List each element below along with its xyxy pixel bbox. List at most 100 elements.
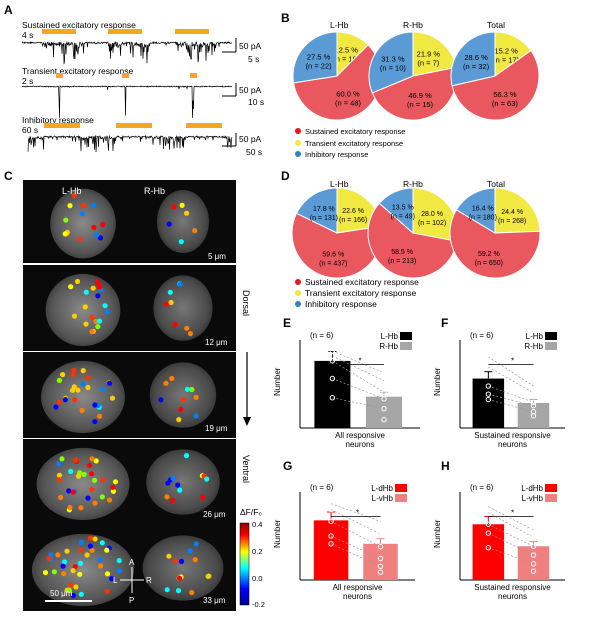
neuron-roi: [84, 552, 90, 558]
colorbar-tick-2: 0.2: [252, 547, 262, 556]
panel-label-d: D: [281, 169, 290, 183]
scalebar-label: 50 μm: [50, 589, 73, 598]
neuron-roi: [55, 552, 61, 558]
neuron-roi: [70, 568, 76, 574]
stim-bar-2: [122, 73, 129, 78]
trace1-stim-label: 4 s: [22, 30, 33, 40]
neuron-roi: [189, 589, 195, 596]
neuron-roi: [107, 380, 113, 386]
neuron-roi: [168, 299, 174, 306]
paired-line: [488, 532, 534, 556]
neuron-roi: [85, 375, 91, 381]
neuron-roi: [193, 541, 199, 547]
n-label: (n = 6): [470, 331, 494, 340]
neuron-roi: [166, 221, 172, 227]
neuron-roi: [184, 325, 190, 331]
neuron-roi: [68, 582, 74, 588]
paired-line: [332, 350, 385, 374]
neuron-roi: [176, 575, 183, 581]
data-point: [328, 518, 334, 525]
significance-star: *: [511, 509, 514, 518]
data-point: [377, 544, 384, 550]
pie-slice-count: (n = 166): [339, 217, 367, 224]
pie-slice-percent: 17.8 %: [313, 206, 335, 213]
data-point: [377, 563, 384, 570]
neuron-roi: [91, 224, 97, 231]
y-axis-label: Number: [273, 519, 282, 548]
label-rhb: R-Hb: [144, 186, 165, 196]
bar-l-hb: [314, 360, 351, 428]
legend-label: R-Hb: [379, 342, 398, 351]
depth-label-2: 12 μm: [205, 338, 228, 347]
neuron-roi: [77, 236, 83, 242]
neuron-roi: [170, 475, 176, 481]
depth-label-4: 26 μm: [203, 510, 226, 519]
neuron-roi: [61, 559, 68, 565]
data-point: [485, 503, 492, 510]
panel-label-a: A: [4, 3, 13, 17]
pie-d-legend: Sustained excitatory response Transient …: [295, 277, 419, 309]
legend-swatch: [545, 484, 557, 492]
neuron-roi: [177, 281, 183, 287]
label-lhb: L-Hb: [62, 186, 82, 196]
data-point: [530, 534, 537, 541]
neuron-roi: [75, 387, 81, 393]
neuron-roi: [89, 329, 95, 335]
neuron-roi: [170, 497, 176, 504]
neuron-roi: [99, 494, 105, 500]
neuron-roi: [67, 504, 73, 511]
right-habenula-tissue: [146, 449, 220, 515]
right-habenula-tissue: [149, 362, 217, 428]
neuron-roi: [193, 413, 199, 419]
neuron-roi: [56, 377, 63, 383]
neuron-roi: [192, 557, 198, 563]
neuron-roi: [42, 570, 49, 576]
neuron-roi: [193, 394, 199, 400]
neuron-roi: [81, 471, 87, 477]
neuron-roi: [93, 458, 99, 464]
trace1-title: Sustained excitatory response: [22, 20, 136, 30]
pie-slice-percent: 15.2 %: [494, 47, 518, 56]
x-axis-label-line1: Sustained responsive: [474, 583, 551, 592]
neuron-roi: [175, 588, 182, 594]
trace2-scale-y: 50 pA: [239, 85, 262, 95]
trace2-stim-bars: [56, 73, 197, 78]
pie-slice-inhibitory: [292, 31, 338, 84]
neuron-roi: [85, 495, 91, 501]
trace3-title: Inhibitory response: [22, 115, 94, 125]
neuron-roi: [175, 482, 181, 488]
neuron-roi: [81, 203, 87, 209]
neuron-roi: [184, 210, 190, 216]
neuron-roi: [61, 571, 67, 577]
neuron-roi: [70, 489, 76, 495]
data-point: [530, 383, 537, 389]
colorbar-tick-4: -0.2: [252, 600, 265, 609]
pie-b-legend: Sustained excitatory response Transient …: [295, 127, 405, 159]
paired-line: [330, 535, 381, 559]
neuron-roi: [89, 486, 95, 492]
pie-slice-count: (n = 22): [306, 61, 333, 70]
arrow-head: [243, 417, 251, 426]
neuron-roi: [172, 558, 178, 564]
data-point: [530, 552, 537, 558]
neuron-roi: [91, 477, 98, 483]
neuron-roi: [166, 553, 172, 559]
neuron-roi: [83, 321, 89, 327]
neuron-roi: [93, 232, 100, 238]
pie-slice-percent: 59.2 %: [478, 251, 500, 258]
neuron-roi: [116, 568, 122, 574]
pie-b-title-rhb: R-Hb: [403, 20, 423, 30]
orientation-cross: A P L R: [113, 558, 152, 605]
neuron-roi: [178, 406, 184, 412]
legend-b-transient: Transient excitatory response: [305, 139, 403, 148]
pie-d-rhb: 28.0 % (n = 102) 58.5 % (n = 213) 13.5 % (n =…: [367, 187, 459, 279]
neuron-roi: [53, 404, 59, 410]
legend-label: R-Hb: [524, 342, 543, 351]
data-point: [381, 417, 387, 423]
trace3-stim-bars: [44, 123, 222, 128]
neuron-roi: [56, 461, 62, 467]
stim-bar-2: [108, 29, 142, 34]
neuron-roi: [72, 397, 78, 403]
